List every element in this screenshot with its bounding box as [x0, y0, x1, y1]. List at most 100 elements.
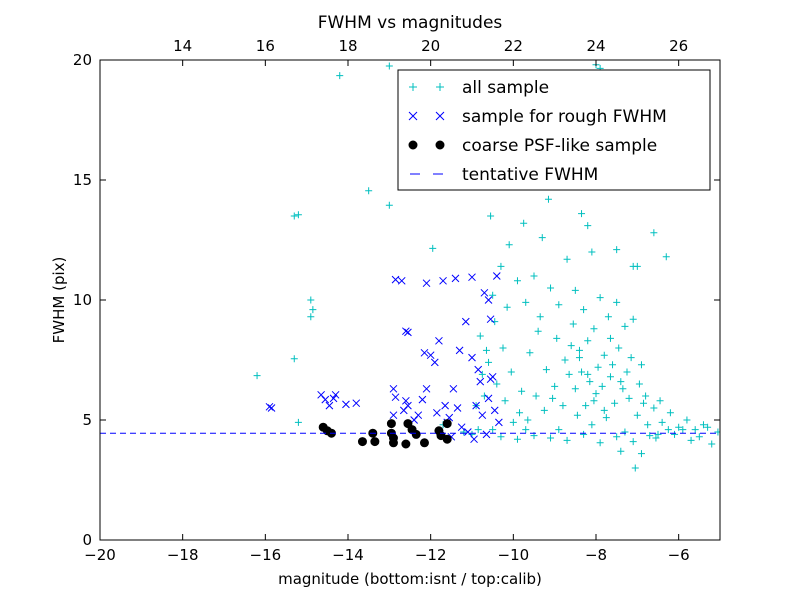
point-rough-fwhm	[422, 279, 431, 288]
point-all-sample	[650, 404, 658, 412]
legend-entry-psf-like: coarse PSF-like sample	[462, 136, 657, 156]
point-all-sample	[671, 430, 679, 438]
point-rough-fwhm	[430, 358, 439, 367]
data-points-layer	[253, 61, 720, 472]
point-rough-fwhm	[426, 351, 435, 360]
point-all-sample	[664, 426, 672, 434]
point-rough-fwhm	[495, 418, 503, 427]
point-all-sample	[592, 390, 600, 398]
point-rough-fwhm	[397, 276, 406, 285]
point-all-sample	[637, 450, 645, 458]
point-psf-like	[357, 437, 367, 447]
point-all-sample	[555, 426, 563, 434]
point-all-sample	[493, 380, 501, 388]
x-tick-label: −6	[668, 546, 690, 564]
point-rough-fwhm	[441, 401, 449, 410]
point-all-sample	[656, 397, 664, 405]
point-all-sample	[578, 210, 586, 218]
point-all-sample	[522, 426, 530, 434]
legend: all sample sample for rough FWHM coarse …	[397, 69, 711, 191]
point-rough-fwhm	[418, 395, 427, 404]
point-all-sample	[571, 286, 579, 294]
point-all-sample	[695, 433, 703, 441]
point-all-sample	[485, 358, 493, 366]
x-tick-label: −20	[84, 546, 116, 564]
top-tick-label: 18	[338, 37, 357, 55]
point-all-sample	[644, 421, 652, 429]
point-all-sample	[290, 212, 298, 220]
point-rough-fwhm	[389, 411, 398, 420]
point-rough-fwhm	[321, 395, 330, 404]
point-rough-fwhm	[490, 406, 499, 415]
point-all-sample	[474, 426, 482, 434]
point-psf-like	[370, 437, 380, 447]
point-all-sample	[613, 433, 621, 441]
point-all-sample	[499, 344, 507, 352]
point-all-sample	[675, 423, 683, 431]
point-rough-fwhm	[464, 428, 472, 436]
x-tick-label: −8	[585, 546, 607, 564]
point-rough-fwhm	[474, 365, 483, 374]
point-rough-fwhm	[476, 377, 485, 386]
point-all-sample	[580, 430, 588, 438]
point-all-sample	[294, 211, 302, 219]
point-rough-fwhm	[391, 275, 400, 284]
y-tick-label: 10	[73, 291, 92, 309]
point-rough-fwhm	[325, 401, 334, 410]
point-all-sample	[683, 416, 691, 424]
point-all-sample	[633, 262, 641, 270]
point-all-sample	[600, 406, 608, 414]
point-all-sample	[582, 402, 590, 410]
x-tick-label: −18	[167, 546, 199, 564]
point-all-sample	[575, 346, 583, 354]
point-all-sample	[534, 327, 542, 335]
point-all-sample	[615, 344, 623, 352]
point-all-sample	[642, 392, 650, 400]
point-all-sample	[604, 313, 612, 321]
point-all-sample	[621, 322, 629, 330]
point-all-sample	[489, 426, 497, 434]
point-all-sample	[518, 387, 526, 395]
point-rough-fwhm	[422, 384, 431, 393]
point-all-sample	[691, 426, 699, 434]
point-all-sample	[555, 301, 563, 309]
y-tick-label: 15	[73, 171, 92, 189]
point-all-sample	[708, 440, 716, 448]
y-tick-label: 20	[73, 51, 92, 69]
point-all-sample	[542, 366, 550, 374]
point-rough-fwhm	[453, 404, 462, 412]
point-all-sample	[621, 428, 629, 436]
point-all-sample	[385, 62, 393, 70]
point-all-sample	[594, 363, 602, 371]
point-rough-fwhm	[457, 423, 466, 432]
point-all-sample	[491, 318, 499, 326]
point-psf-like	[401, 439, 411, 449]
point-all-sample	[513, 435, 521, 443]
point-all-sample	[580, 306, 588, 314]
point-all-sample	[497, 262, 505, 270]
point-all-sample	[658, 418, 666, 426]
point-all-sample	[575, 354, 583, 362]
point-all-sample	[476, 332, 484, 340]
top-tick-label: 22	[504, 37, 523, 55]
point-all-sample	[532, 392, 540, 400]
point-rough-fwhm	[389, 384, 398, 393]
y-tick-label: 0	[82, 531, 92, 549]
top-tick-label: 26	[669, 37, 688, 55]
point-rough-fwhm	[265, 402, 274, 411]
point-rough-fwhm	[486, 375, 495, 384]
point-all-sample	[609, 361, 617, 369]
point-psf-like	[388, 433, 398, 443]
point-all-sample	[547, 434, 555, 442]
point-rough-fwhm	[480, 288, 489, 297]
point-all-sample	[588, 421, 596, 429]
point-all-sample	[516, 409, 524, 417]
axes-layer: −20 −18 −16 −14 −12 −10 −8 −6 0 5 10 15 20 14 16 18 20 22…	[73, 37, 720, 564]
legend-marker	[408, 111, 418, 121]
point-all-sample	[654, 430, 662, 438]
point-all-sample	[536, 313, 544, 321]
point-all-sample	[290, 355, 298, 363]
point-rough-fwhm	[402, 396, 410, 405]
point-rough-fwhm	[482, 430, 491, 439]
